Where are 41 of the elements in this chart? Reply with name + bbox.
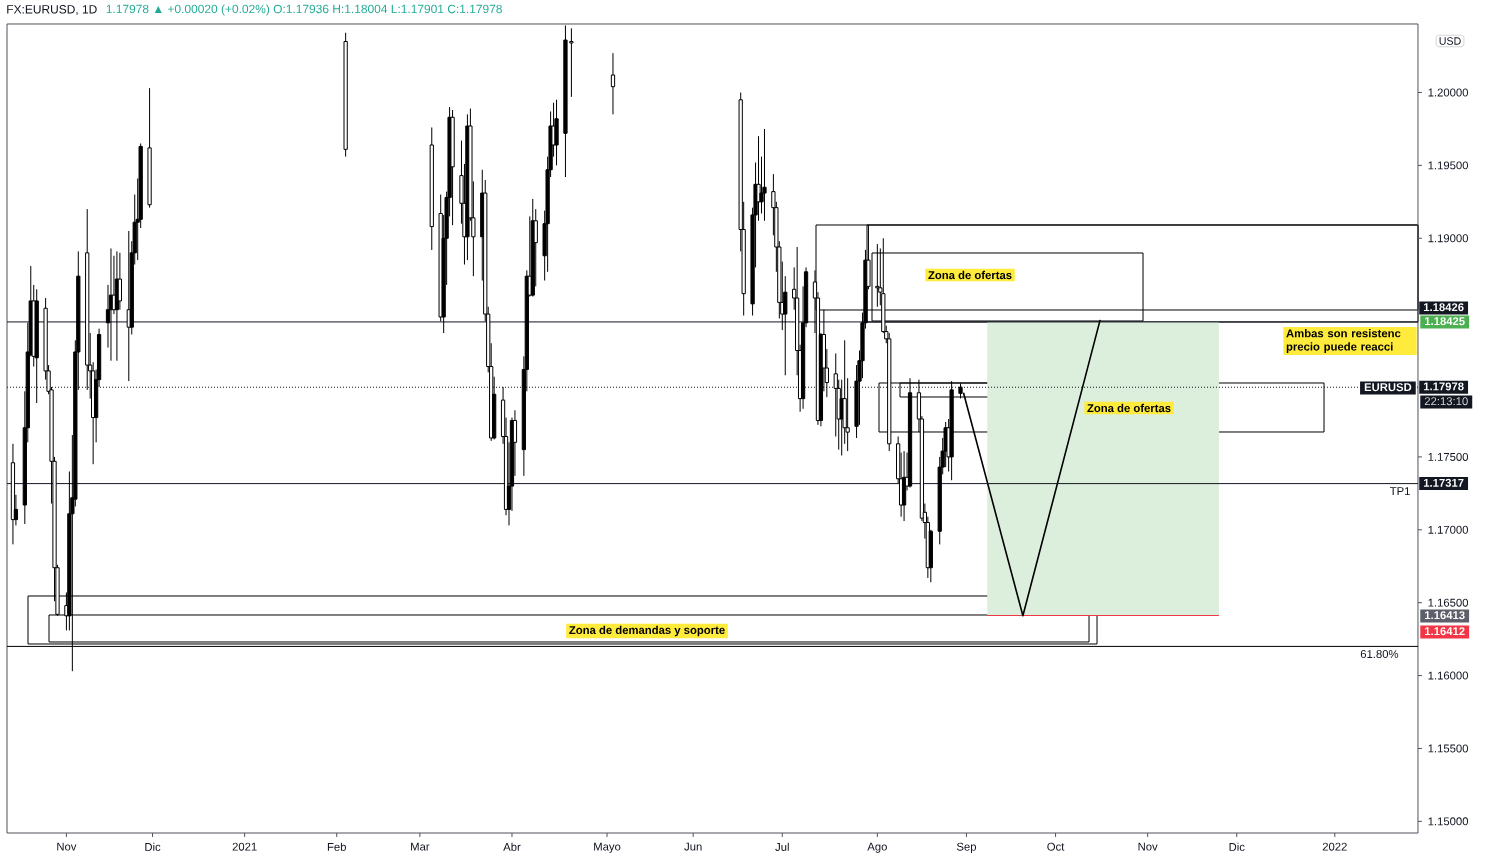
ref-line-label: 1.17978 — [1423, 382, 1464, 391]
x-tick-label: Mar — [411, 842, 430, 851]
x-tick-label: 2022 — [1322, 842, 1347, 851]
annotation: Zona de demandas y soporte — [569, 625, 725, 637]
annotation: Ambas son resistenc precio puede reacci — [1286, 329, 1401, 353]
y-tick-label: 1.16000 — [1428, 671, 1469, 680]
ref-line-label: 1.18426 — [1423, 303, 1464, 312]
x-tick-label: 2021 — [232, 842, 257, 851]
x-tick-label: Feb — [327, 842, 346, 851]
x-tick-label: Abr — [503, 842, 521, 851]
y-tick-label: 1.15500 — [1428, 744, 1469, 753]
x-tick-label: Sep — [956, 842, 977, 853]
chart-title: FX:EURUSD, 1D — [7, 5, 97, 15]
x-tick-label: Ago — [867, 842, 887, 853]
x-tick-label: Mayo — [594, 842, 621, 853]
text: 1.16413 — [1424, 611, 1465, 620]
x-tick-label: Jul — [775, 842, 789, 851]
y-tick-label: 1.17500 — [1428, 452, 1469, 461]
y-tick-label: 1.19500 — [1428, 161, 1469, 170]
annotation: Zona de ofertas — [1087, 403, 1171, 413]
y-tick-label: 1.15000 — [1428, 817, 1469, 826]
x-tick-label: Jun — [684, 842, 702, 851]
y-tick-label: 1.16500 — [1428, 598, 1469, 607]
ref-line-label: 1.17317 — [1423, 478, 1464, 487]
x-tick-label: Dic — [1229, 842, 1245, 851]
y-tick-label: 1.20000 — [1428, 88, 1469, 97]
x-tick-label: Nov — [1138, 842, 1158, 851]
x-tick-label: Nov — [57, 842, 77, 851]
chart-subtitle: 1.17978 ▲ +0.00020 (+0.02%) O:1.17936 H:1.18004 L:1.17901 C:1.17978 — [106, 4, 502, 16]
y-tick-label: 1.19000 — [1428, 234, 1469, 243]
x-tick-label: Oct — [1047, 842, 1065, 851]
x-tick-label: Dic — [145, 842, 161, 851]
annotation: Zona de ofertas — [928, 270, 1012, 280]
text: 1.18425 — [1424, 317, 1465, 326]
annotation: TP1 — [1389, 487, 1410, 495]
y-tick-label: 1.17000 — [1428, 525, 1469, 534]
text: USD — [1439, 37, 1461, 45]
annotation: 61.80% — [1360, 650, 1399, 658]
text: 1.16412 — [1424, 627, 1465, 636]
text: 22:13:10 — [1424, 397, 1468, 406]
annotation: EURUSD — [1364, 383, 1412, 392]
